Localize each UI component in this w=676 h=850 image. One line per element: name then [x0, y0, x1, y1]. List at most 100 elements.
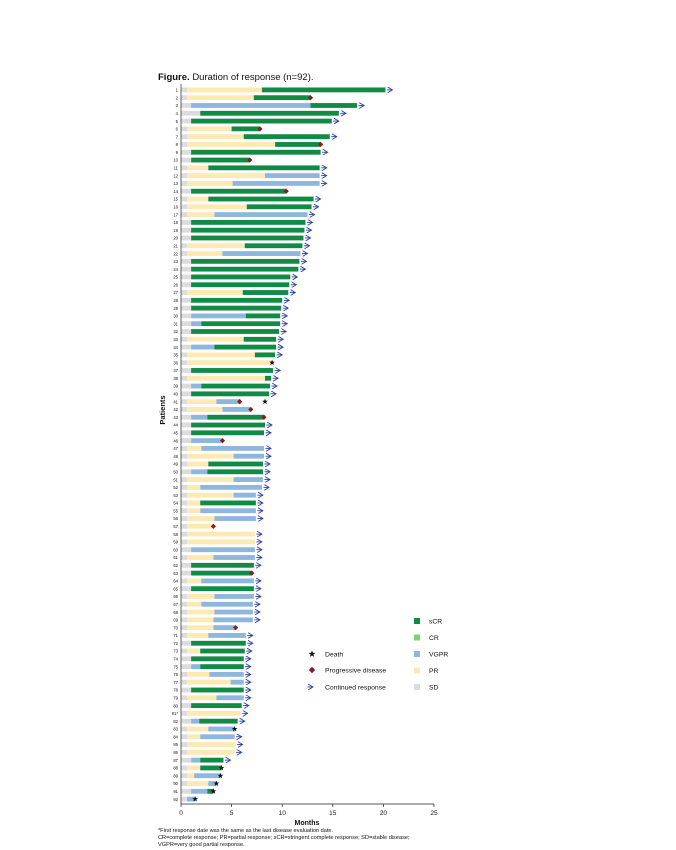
response-segment-sd: [181, 508, 188, 514]
response-segment-pr: [187, 461, 209, 467]
patient-row: 48: [173, 454, 271, 459]
patient-row: 66: [173, 594, 261, 599]
response-segment-sd: [181, 718, 192, 724]
patient-row: 92: [173, 796, 199, 802]
legend-label: SD: [429, 684, 439, 691]
patient-row: 6: [176, 126, 263, 132]
response-segment-sd: [181, 781, 188, 786]
response-segment-pr: [187, 742, 236, 747]
response-segment-vgpr: [191, 414, 208, 420]
response-segment-pr: [187, 204, 247, 210]
patient-id-label: 42: [173, 407, 178, 412]
response-segment-sd: [181, 375, 188, 381]
patient-row: 44: [173, 423, 272, 428]
response-segment-sd: [181, 445, 188, 451]
response-segment-scr: [200, 500, 256, 506]
response-segment-vgpr: [191, 664, 201, 670]
response-segment-pr: [187, 352, 255, 358]
footnote-line: CR=complete response; PR=partial respons…: [158, 835, 410, 842]
response-segment-sd: [181, 243, 188, 249]
response-segment-scr: [191, 118, 332, 124]
response-segment-pr: [187, 243, 245, 249]
patient-row: 38: [173, 376, 278, 381]
patient-row: 12: [173, 173, 326, 178]
patient-row: 25: [173, 275, 297, 280]
patient-row: 11: [174, 165, 327, 170]
response-segment-pr: [187, 336, 244, 342]
response-segment-sd: [181, 173, 188, 179]
response-segment-scr: [208, 165, 320, 171]
progression-marker: [237, 399, 243, 405]
patient-row: 18: [173, 220, 312, 225]
response-segment-scr: [207, 414, 264, 420]
response-segment-sd: [181, 258, 192, 264]
response-segment-scr: [191, 586, 254, 592]
patient-id-label: 20: [173, 236, 178, 241]
response-segment-pr: [187, 508, 201, 514]
patient-row: 77: [173, 680, 250, 685]
patient-row: 30: [173, 313, 287, 318]
response-segment-sd: [181, 142, 188, 147]
response-segment-sd: [181, 695, 188, 701]
patient-row: 16: [173, 204, 318, 209]
response-segment-sd: [181, 570, 192, 576]
patient-row: 34: [173, 345, 283, 350]
response-segment-vgpr: [222, 407, 251, 412]
patient-row: 73: [173, 649, 251, 654]
response-segment-scr: [201, 383, 271, 389]
patient-id-label: 89: [173, 773, 178, 778]
patient-id-label: 81*: [172, 711, 179, 716]
death-marker: [192, 796, 199, 802]
response-segment-sd: [181, 749, 188, 755]
axes: Patients Months 0 5 10 15 20 25: [158, 84, 438, 827]
patient-id-label: 83: [173, 727, 178, 732]
patient-row: 91: [173, 788, 217, 794]
response-segment-scr: [208, 461, 263, 467]
response-segment-sd: [181, 181, 188, 186]
patient-id-label: 49: [173, 462, 178, 467]
response-segment-pr: [187, 492, 234, 498]
response-segment-pr: [187, 625, 214, 631]
patient-id-label: 90: [173, 781, 178, 786]
response-segment-sd: [181, 477, 188, 482]
patient-id-label: 33: [173, 337, 178, 342]
response-segment-scr: [191, 149, 321, 155]
response-segment-sd: [181, 601, 188, 607]
footnote-line: VGPR=very good partial response.: [158, 842, 245, 849]
patient-id-label: 51: [173, 477, 178, 482]
response-segment-scr: [191, 368, 274, 373]
patient-id-label: 74: [173, 657, 178, 662]
response-segment-vgpr: [214, 212, 308, 218]
response-segment-sd: [181, 87, 188, 93]
x-tick-label: 15: [329, 810, 337, 817]
response-segment-vgpr: [201, 578, 254, 584]
patient-id-label: 92: [173, 797, 178, 802]
response-segment-sd: [181, 212, 188, 218]
patient-id-label: 62: [173, 563, 178, 568]
response-segment-sd: [181, 188, 192, 194]
response-segment-sd: [181, 492, 188, 498]
response-segment-sd: [181, 368, 192, 373]
response-segment-scr: [191, 188, 287, 194]
response-segment-sd: [181, 336, 188, 342]
response-segment-vgpr: [233, 453, 264, 459]
patient-row: 74: [173, 656, 250, 661]
response-segment-vgpr: [191, 344, 215, 350]
response-segment-scr: [191, 274, 291, 280]
progression-marker: [233, 625, 239, 631]
response-segment-vgpr: [233, 477, 263, 482]
patient-row: 67: [173, 602, 260, 607]
patient-row: 82: [173, 719, 244, 724]
patient-id-label: 34: [173, 345, 178, 350]
response-segment-pr: [187, 695, 217, 701]
patient-id-label: 60: [173, 547, 178, 552]
patient-id-label: 13: [173, 181, 178, 186]
patient-row: 76: [173, 672, 250, 677]
patient-row: 2: [176, 95, 314, 100]
response-segment-scr: [199, 718, 238, 724]
response-segment-sd: [181, 407, 188, 412]
patient-id-label: 12: [173, 173, 178, 178]
patient-id-label: 17: [173, 212, 178, 217]
response-segment-sd: [181, 703, 192, 708]
response-segment-sd: [181, 539, 188, 545]
